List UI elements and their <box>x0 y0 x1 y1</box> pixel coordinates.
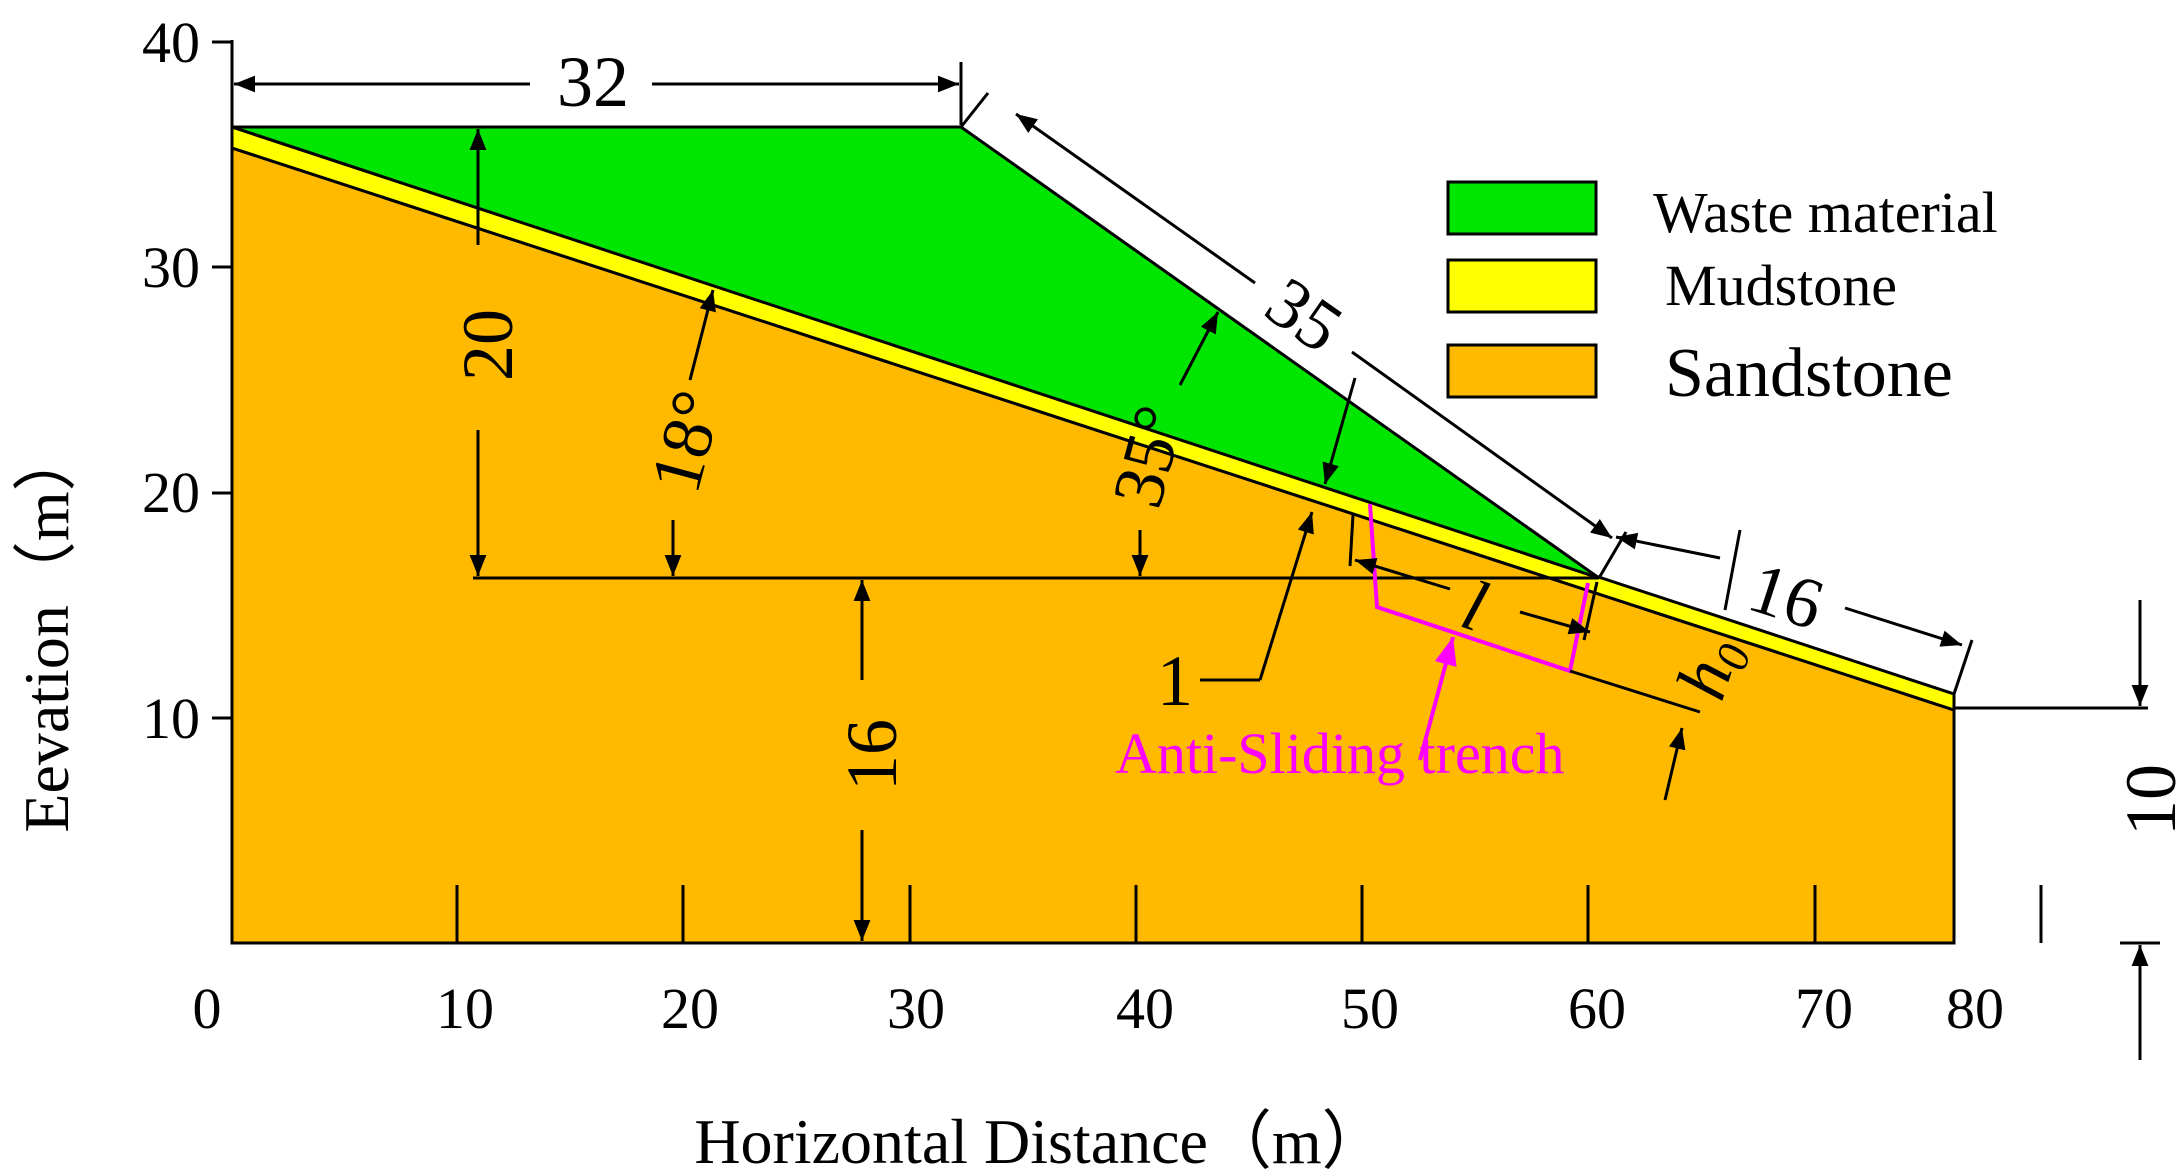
waste-material-layer <box>231 125 1600 580</box>
legend-label-sandstone: Sandstone <box>1665 335 1953 412</box>
waste-thickness-arrow <box>1322 377 1357 485</box>
x-tick-20: 20 <box>661 976 719 1041</box>
dim-toe-arrow-right <box>1844 606 1963 647</box>
dim-toe-ext-right <box>1952 639 1974 695</box>
dim-slope-arrow-up <box>1015 112 1256 285</box>
label1-leader-arrow <box>1258 511 1314 681</box>
x-tick-30: 30 <box>887 976 945 1041</box>
dim-toe-arrow-left <box>1615 532 1721 560</box>
y-tick-20: 20 <box>142 460 200 525</box>
x-tick-40: 40 <box>1116 976 1174 1041</box>
dim-toe-tick <box>1723 529 1742 611</box>
dim-slope-arrow-down <box>1351 350 1613 540</box>
legend-swatch-mudstone <box>1446 258 1598 314</box>
dim-slope-ext-top <box>959 92 990 128</box>
x-tick-60: 60 <box>1568 976 1626 1041</box>
x-tick-0: 0 <box>193 976 222 1041</box>
trench-pointer-arrow <box>1418 636 1457 761</box>
legend: Waste material Mudstone Sandstone <box>1446 180 1998 412</box>
angle35-arrow-up <box>1178 311 1220 386</box>
x-tick-10: 10 <box>436 976 494 1041</box>
trench-label: Anti-Sliding trench <box>1115 721 1564 786</box>
dim-base-height-label: 16 <box>832 719 912 791</box>
legend-label-waste: Waste material <box>1653 180 1998 245</box>
legend-swatch-waste <box>1446 180 1598 236</box>
dim-h0-arrow <box>1663 727 1686 801</box>
y-axis-ticks <box>212 40 232 720</box>
dim-waste-height-label: 20 <box>448 309 528 381</box>
x-tick-50: 50 <box>1341 976 1399 1041</box>
y-tick-10: 10 <box>142 686 200 751</box>
dim-l-arrow-right <box>1519 610 1591 635</box>
x-tick-70: 70 <box>1795 976 1853 1041</box>
y-tick-30: 30 <box>142 235 200 300</box>
y-tick-40: 40 <box>142 10 200 75</box>
label-1: 1 <box>1157 641 1193 721</box>
legend-swatch-sandstone <box>1446 343 1598 399</box>
x-axis-ticks <box>455 885 2043 943</box>
legend-label-mudstone: Mudstone <box>1665 253 1897 318</box>
x-tick-80: 80 <box>1946 976 2004 1041</box>
y-axis-label: Eevation（m） <box>11 427 82 832</box>
dim-right-height-label: 10 <box>2111 764 2182 836</box>
x-axis-label: Horizontal Distance（m） <box>694 1106 1385 1173</box>
angle18-arrow-up <box>688 289 716 381</box>
dim-h0-ext <box>1569 669 1701 714</box>
dim-l-ext-left <box>1348 514 1355 567</box>
dim-top-width-label: 32 <box>557 42 629 122</box>
dim-l-arrow-left <box>1354 558 1451 591</box>
